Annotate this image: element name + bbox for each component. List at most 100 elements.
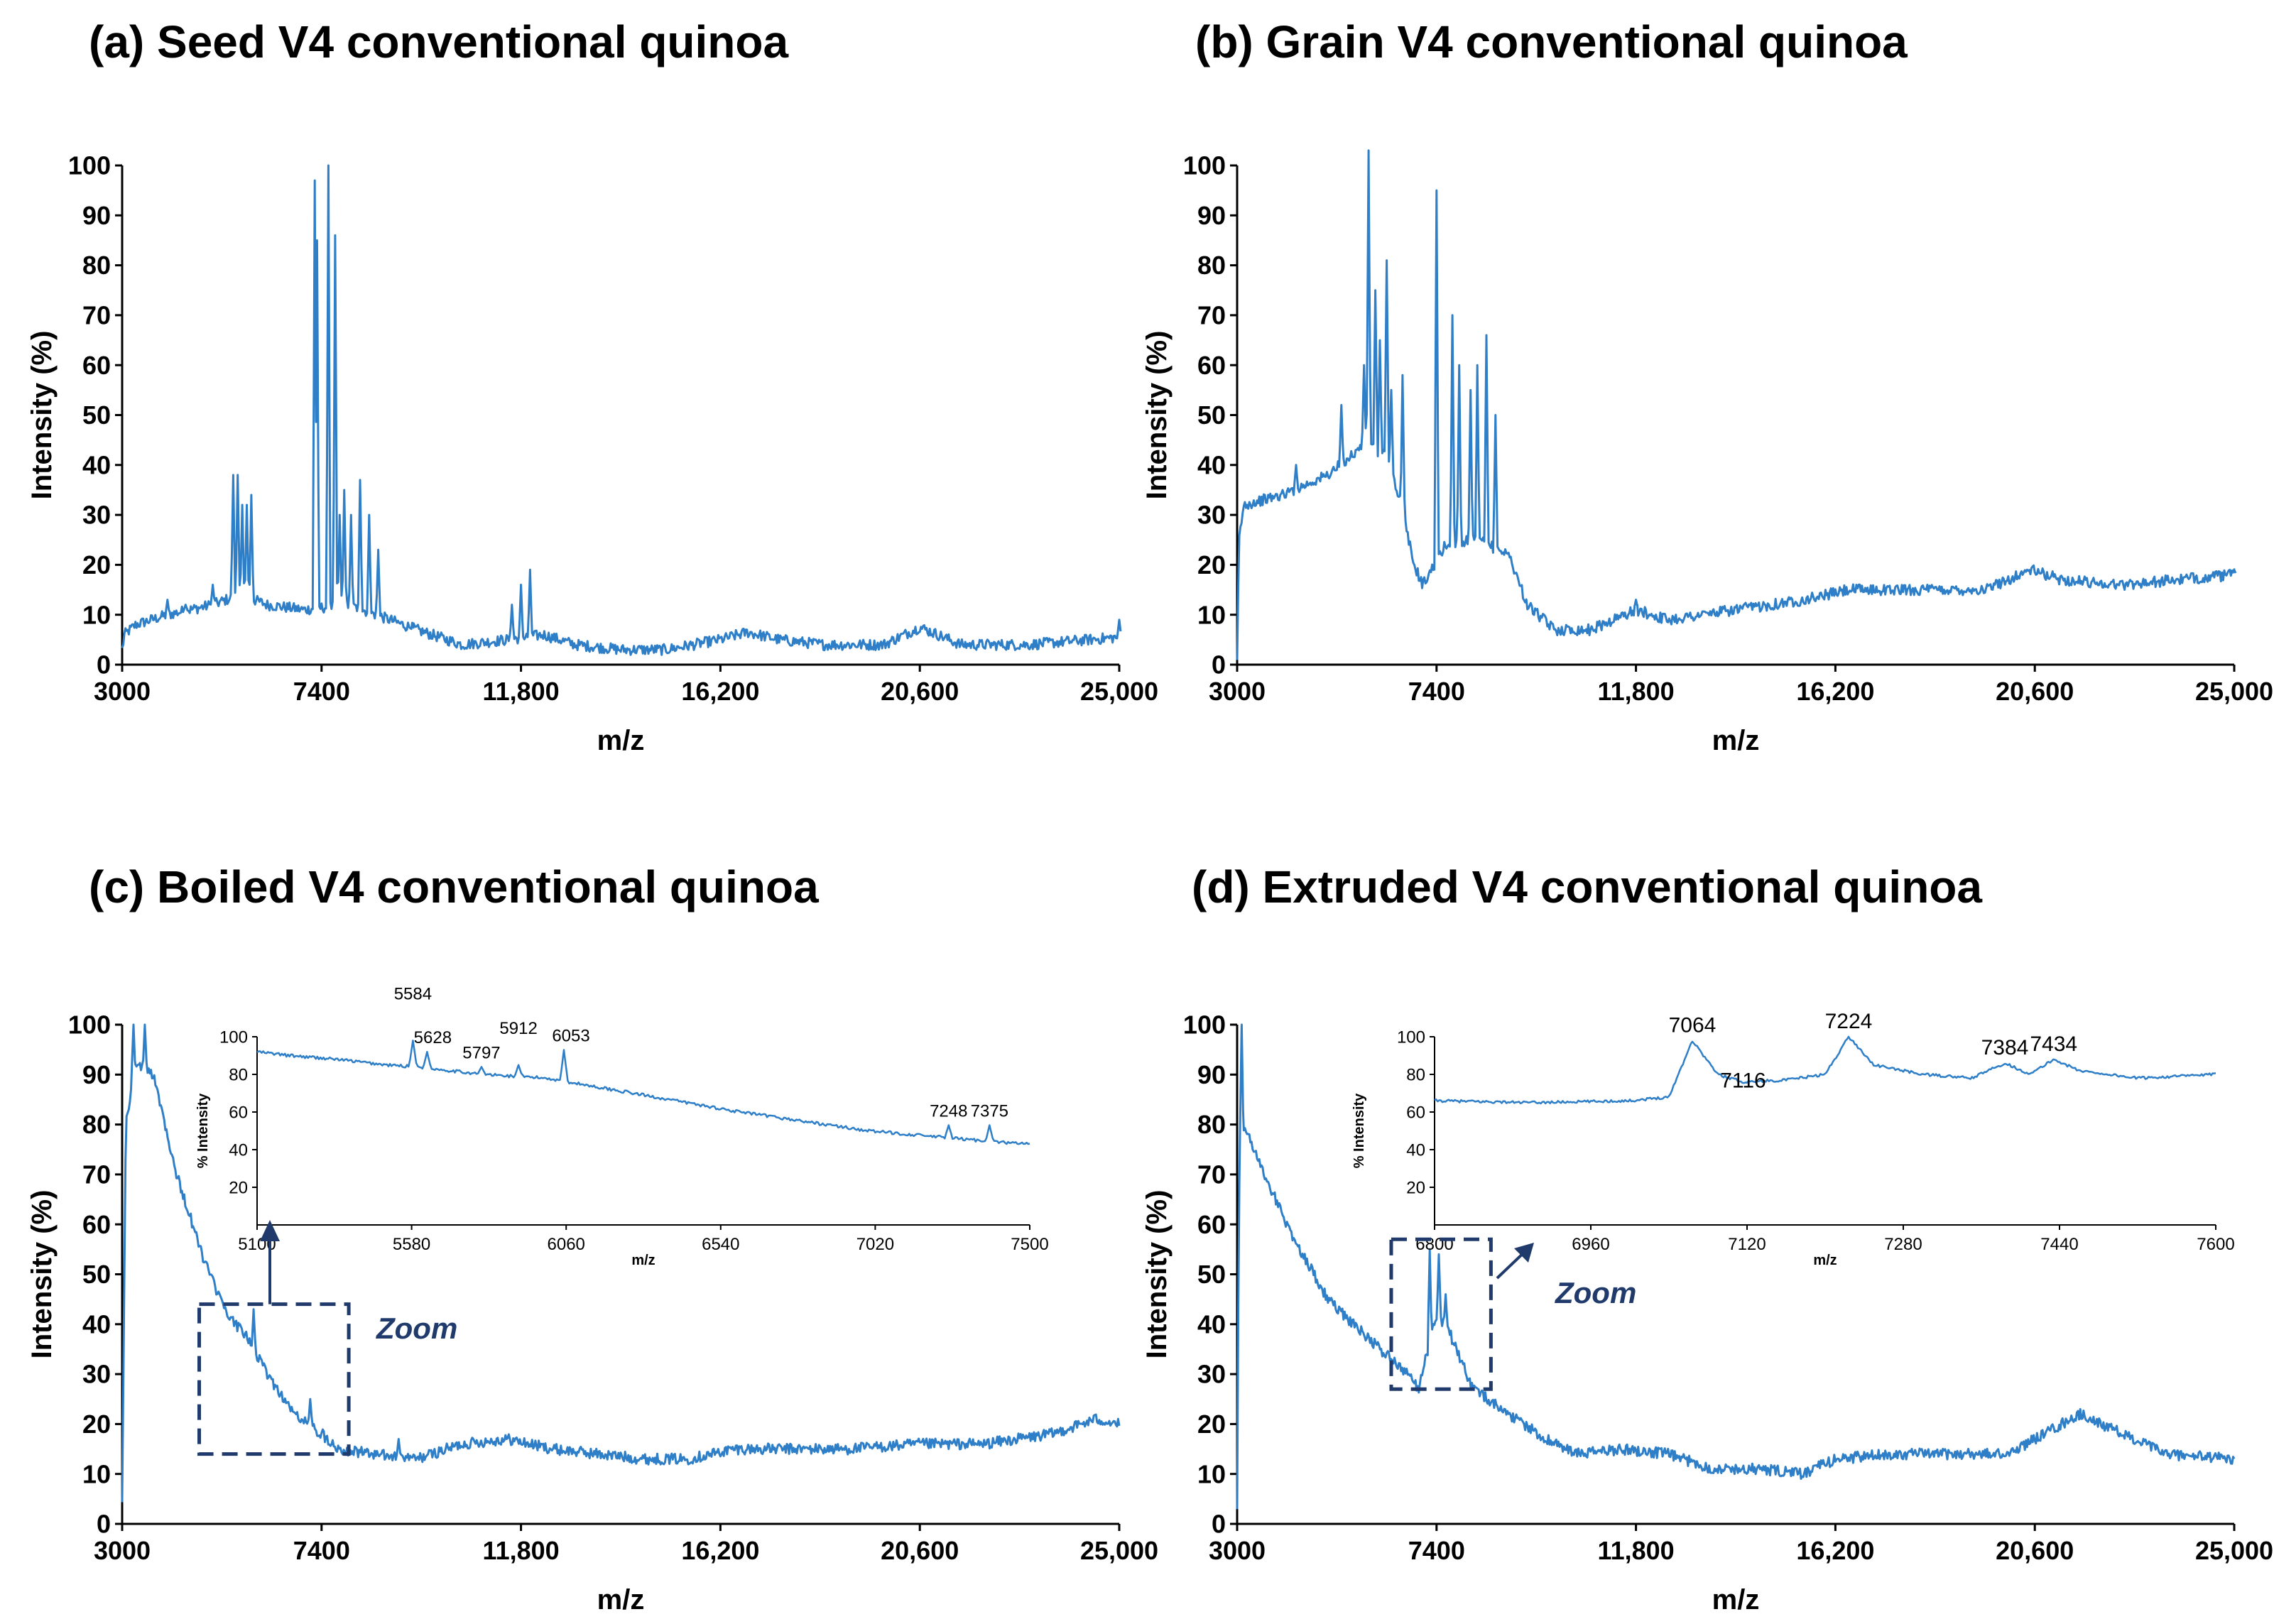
y-tick-label: 30 [1197, 1360, 1226, 1389]
x-tick-label: 20,600 [881, 677, 959, 706]
peak-label-7116: 7116 [1720, 1069, 1766, 1093]
y-tick-label: 80 [82, 1110, 111, 1139]
y-tick-label: 40 [1197, 1309, 1226, 1339]
x-axis-label: m/z [631, 1253, 655, 1268]
y-axis-label: Intensity (%) [1141, 331, 1173, 500]
y-tick-label: 30 [1197, 501, 1226, 530]
y-tick-label: 50 [82, 400, 111, 430]
y-tick-label: 40 [1197, 450, 1226, 479]
y-axis-label: % Intensity [1351, 1093, 1367, 1168]
y-tick-label: 20 [82, 550, 111, 579]
x-tick-label: 16,200 [1796, 677, 1874, 706]
x-tick-label: 7020 [856, 1235, 894, 1254]
x-tick-label: 25,000 [2195, 1536, 2273, 1565]
peak-label-7434: 7434 [2030, 1032, 2077, 1056]
y-tick-label: 70 [1197, 301, 1226, 330]
data-series-line [121, 164, 1122, 656]
x-tick-label: 7400 [1408, 677, 1465, 706]
x-tick-label: 25,000 [2195, 677, 2273, 706]
y-tick-label: 30 [82, 1360, 111, 1389]
y-tick-label: 70 [82, 301, 111, 330]
peak-label-7064: 7064 [1669, 1013, 1717, 1037]
peak-label-7384: 7384 [1981, 1036, 2029, 1059]
x-axis-label: m/z [597, 725, 645, 756]
y-tick-label: 80 [1197, 251, 1226, 280]
y-tick-label: 90 [82, 201, 111, 230]
peak-label-7224: 7224 [1825, 1010, 1873, 1033]
y-tick-label: 0 [97, 650, 111, 680]
x-tick-label: 7500 [1011, 1235, 1048, 1254]
x-tick-label: 20,600 [881, 1536, 959, 1565]
x-tick-label: 3000 [1209, 677, 1266, 706]
y-tick-label: 60 [229, 1103, 248, 1122]
x-axis-label: m/z [1712, 725, 1760, 756]
x-axis-label: m/z [1813, 1253, 1837, 1268]
x-tick-label: 7400 [293, 1536, 350, 1565]
x-tick-label: 3000 [94, 677, 151, 706]
y-tick-label: 20 [229, 1178, 248, 1197]
y-tick-label: 20 [1197, 550, 1226, 579]
y-tick-label: 60 [1197, 1210, 1226, 1239]
y-tick-label: 50 [1197, 400, 1226, 430]
chart-panel-c: 0 10 20 30 40 50 60 70 80 90 100 3000 7400 11,800 16,2… [26, 1010, 1158, 1615]
y-tick-label: 10 [1197, 1459, 1226, 1488]
zoom-box-d [1389, 1237, 1493, 1391]
data-series-line [1236, 149, 2237, 660]
peak-label-7375: 7375 [971, 1102, 1008, 1121]
y-tick-label: 100 [68, 151, 111, 180]
y-tick-label: 100 [219, 1028, 248, 1047]
x-axis-label: m/z [597, 1584, 645, 1615]
y-axis-label: Intensity (%) [1141, 1190, 1173, 1359]
y-tick-label: 60 [82, 351, 111, 380]
y-tick-label: 10 [82, 1459, 111, 1488]
y-tick-label: 0 [97, 1510, 111, 1539]
chart-panel-a: 0 10 20 30 40 50 60 70 80 90 100 3000 7400 11,800 16,2… [26, 151, 1158, 756]
panel-d-title: (d) Extruded V4 conventional quinoa [1192, 861, 1982, 912]
y-axis-label: % Intensity [195, 1093, 211, 1168]
y-tick-label: 40 [1406, 1140, 1425, 1160]
peak-label-5912: 5912 [499, 1019, 537, 1038]
y-axis-label: Intensity (%) [26, 331, 58, 500]
x-tick-label: 11,800 [483, 677, 560, 706]
y-axis-label: Intensity (%) [26, 1190, 58, 1359]
x-tick-label: 25,000 [1080, 677, 1158, 706]
y-tick-label: 10 [82, 600, 111, 629]
y-tick-label: 40 [82, 1309, 111, 1339]
x-tick-label: 7280 [1884, 1235, 1922, 1254]
y-tick-label: 100 [68, 1010, 111, 1040]
x-tick-label: 16,200 [681, 1536, 759, 1565]
x-tick-label: 3000 [94, 1536, 151, 1565]
peak-label-7248: 7248 [930, 1102, 967, 1121]
x-tick-label: 7400 [1408, 1536, 1465, 1565]
y-tick-label: 0 [1212, 1510, 1226, 1539]
x-axis-label: m/z [1712, 1584, 1760, 1615]
y-tick-label: 70 [1197, 1160, 1226, 1189]
y-tick-label: 60 [1197, 351, 1226, 380]
y-tick-label: 90 [82, 1060, 111, 1089]
x-tick-label: 16,200 [681, 677, 759, 706]
x-tick-label: 11,800 [1598, 1536, 1675, 1565]
y-tick-label: 0 [1212, 650, 1226, 680]
zoom-label-d: Zoom [1555, 1276, 1636, 1309]
x-tick-label: 25,000 [1080, 1536, 1158, 1565]
y-tick-label: 90 [1197, 1060, 1226, 1089]
x-tick-label: 6540 [702, 1235, 739, 1254]
y-tick-label: 80 [1197, 1110, 1226, 1139]
zoom-label-c: Zoom [376, 1312, 457, 1345]
x-tick-label: 3000 [1209, 1536, 1266, 1565]
y-tick-label: 100 [1183, 1010, 1226, 1040]
peak-label-5797: 5797 [462, 1043, 500, 1062]
peak-label-6053: 6053 [552, 1027, 589, 1046]
y-tick-label: 50 [82, 1260, 111, 1289]
data-series-line [1434, 1035, 2216, 1105]
data-series-line [1236, 1023, 2236, 1510]
x-tick-label: 20,600 [1996, 1536, 2074, 1565]
y-tick-label: 70 [82, 1160, 111, 1189]
x-tick-label: 7400 [293, 677, 350, 706]
peak-label-5628: 5628 [414, 1028, 452, 1047]
x-tick-label: 7600 [2197, 1235, 2234, 1254]
x-tick-label: 11,800 [1598, 677, 1675, 706]
x-tick-label: 20,600 [1996, 677, 2074, 706]
y-tick-label: 60 [82, 1210, 111, 1239]
